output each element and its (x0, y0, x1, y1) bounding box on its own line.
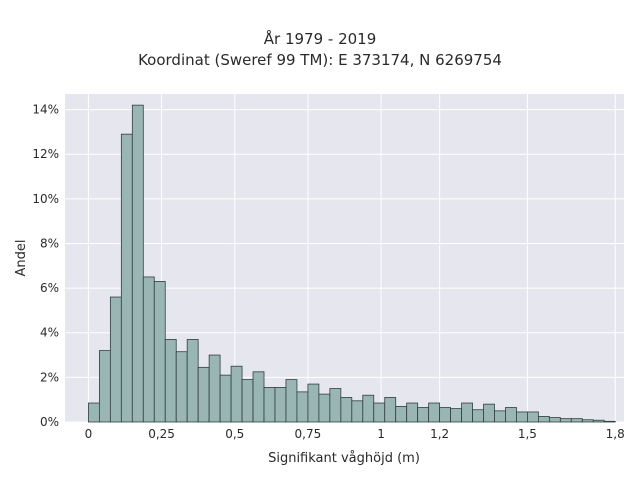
histogram-bar (362, 394, 375, 423)
y-tick-label: 6% (40, 281, 59, 295)
histogram-bar (505, 407, 517, 423)
histogram-bar (461, 402, 473, 423)
histogram-bar (384, 397, 397, 423)
x-tick-label: 1,2 (430, 427, 449, 441)
y-tick-label: 14% (32, 103, 59, 117)
histogram-bar (548, 417, 561, 423)
histogram-bar (131, 104, 144, 423)
histogram-bar (559, 418, 572, 423)
histogram-bar (307, 383, 320, 423)
y-tick-label: 10% (32, 192, 59, 206)
histogram-bar (340, 397, 353, 423)
histogram-bar (197, 366, 210, 423)
histogram-bar (592, 419, 605, 423)
histogram-bar (88, 402, 100, 423)
histogram-bar (252, 371, 265, 423)
x-axis-label: Signifikant våghöjd (m) (268, 451, 420, 466)
x-tick-label: 0,25 (148, 427, 175, 441)
histogram-bar (120, 133, 133, 423)
histogram-bar (417, 407, 430, 423)
histogram-bar (318, 393, 331, 423)
histogram-bar (153, 281, 166, 423)
chart-subtitle: Koordinat (Sweref 99 TM): E 373174, N 62… (138, 51, 502, 69)
histogram-bar (263, 387, 276, 423)
x-tick-label: 1 (377, 427, 385, 441)
histogram-bar (450, 408, 462, 423)
histogram-bar (603, 420, 616, 423)
y-tick-label: 8% (40, 236, 59, 250)
histogram-bar (373, 402, 386, 423)
histogram-bar (98, 350, 111, 423)
histogram-bar (516, 411, 528, 423)
histogram-bar (439, 407, 451, 423)
x-gridlines (87, 94, 616, 422)
histogram-bar (274, 387, 287, 423)
histogram-bar (395, 405, 408, 423)
y-tick-label: 0% (40, 415, 59, 429)
x-tick-label: 0,75 (295, 427, 322, 441)
histogram-bar (472, 409, 484, 423)
y-tick-label: 2% (40, 370, 59, 384)
histogram-bar (296, 391, 309, 423)
histogram-bar (109, 296, 122, 423)
histogram-bar (494, 410, 506, 423)
histogram-bar (428, 402, 441, 423)
chart-title: År 1979 - 2019 (263, 30, 377, 48)
histogram-bar (570, 418, 583, 423)
x-tick-labels: 0 0,25 0,5 0,75 1 1,2 1,5 1,8 (85, 427, 625, 441)
y-axis-label: Andel (14, 240, 29, 277)
histogram-bar (219, 374, 232, 423)
histogram-bar (527, 411, 539, 423)
y-tick-labels: 0% 2% 4% 6% 8% 10% 12% 14% (32, 103, 59, 429)
y-tick-label: 4% (40, 326, 59, 340)
histogram-bar (175, 351, 188, 423)
x-tick-label: 1,8 (606, 427, 625, 441)
x-tick-label: 0,5 (225, 427, 244, 441)
histogram-bar (230, 365, 243, 423)
histogram-bar (208, 354, 221, 423)
histogram-bars (88, 104, 616, 423)
histogram-bar (406, 402, 419, 423)
histogram-bar (581, 419, 594, 423)
histogram-bar (164, 339, 177, 423)
histogram-bar (186, 339, 199, 423)
histogram-bar (329, 388, 342, 423)
histogram-bar (351, 400, 364, 423)
y-tick-label: 12% (32, 147, 59, 161)
histogram-bar (483, 403, 495, 423)
x-tick-label: 1,5 (518, 427, 537, 441)
histogram-bar (537, 416, 550, 423)
histogram-bar (285, 379, 298, 423)
x-tick-label: 0 (85, 427, 93, 441)
histogram-bar (241, 379, 254, 423)
histogram-bar (142, 276, 155, 423)
